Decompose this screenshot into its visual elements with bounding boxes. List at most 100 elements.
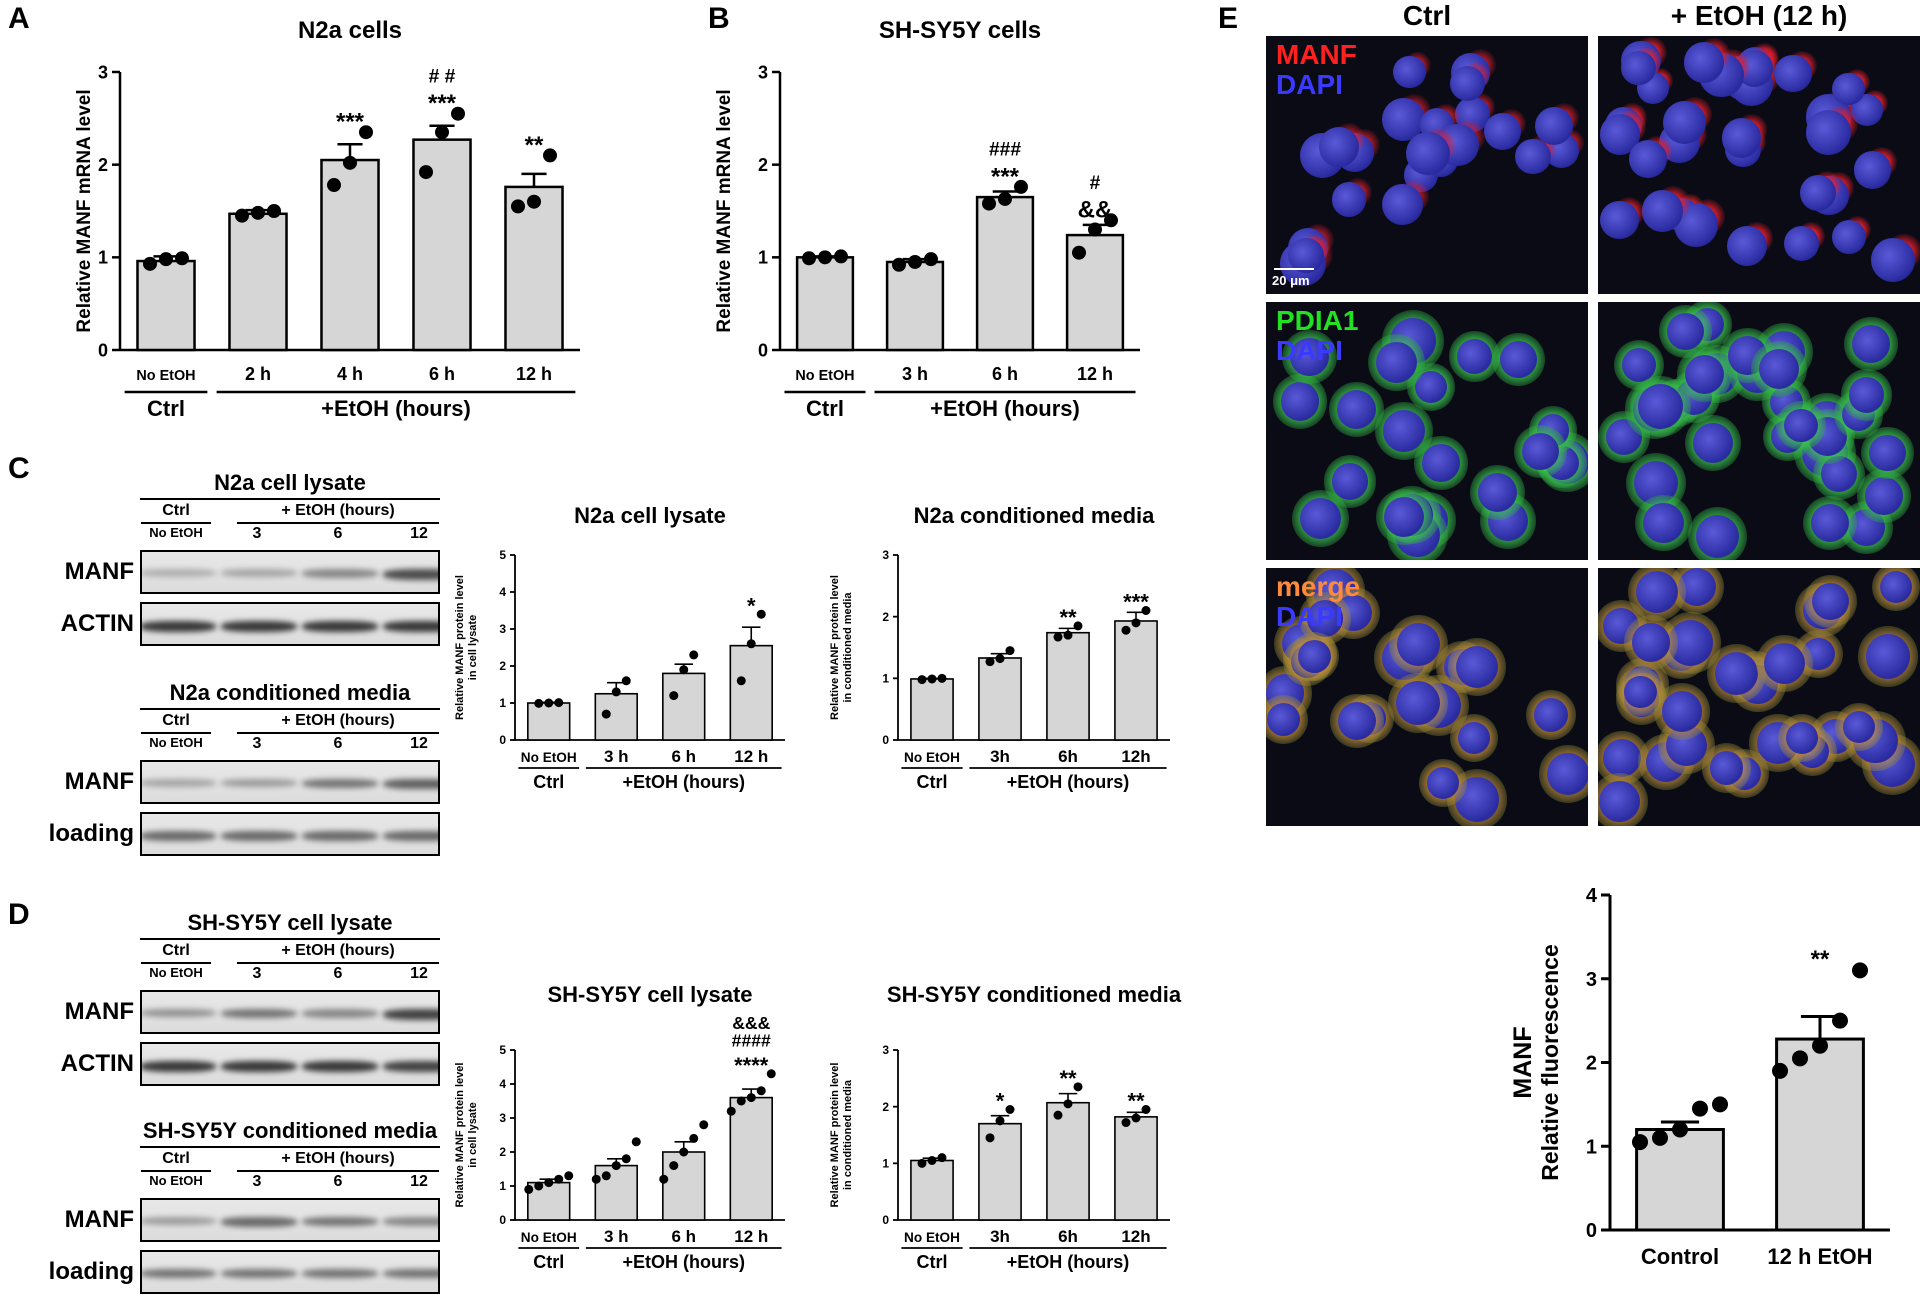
x-tick-label: 3h [990,747,1010,766]
blot-row-label: MANF [64,768,134,795]
data-point [924,252,938,267]
blot-band [383,1217,438,1226]
cell-nucleus [1662,100,1706,144]
data-point [927,674,937,684]
x-tick-label: No EtOH [521,1230,577,1245]
y-tick-label: 4 [1586,885,1598,907]
panel-label-e: E [1218,2,1239,35]
blot-band [302,569,378,578]
y-axis-label: Relative fluorescence [1537,944,1563,1181]
data-point [1053,1110,1063,1120]
x-tick-label: 4 h [337,364,363,384]
cell-nucleus [1299,497,1342,540]
scale-bar-label: 20 μm [1272,273,1310,288]
data-point [1131,618,1141,628]
stain-label: MANF [1276,39,1357,70]
bar [527,1181,571,1221]
cell-nucleus [1382,184,1424,226]
blot-band [221,1009,297,1019]
bar [885,260,945,352]
chart-d-media: SH-SY5Y conditioned media 0 1 2 3 Relative MA… [829,982,1182,1272]
data-point [736,1096,746,1106]
panel-label-c: C [8,452,30,485]
x-tick-label: 3 h [604,747,629,766]
cell-nucleus [1871,238,1916,283]
data-point [1014,179,1028,194]
blot-title: SH-SY5Y cell lysate [187,910,393,935]
blot-band [383,831,438,841]
cell-nucleus [1336,389,1376,429]
significance-label: *** [991,163,1020,190]
group-label: Ctrl [533,772,564,792]
blot-lane-label: 3 [252,1173,262,1190]
dapi-label: DAPI [1276,69,1343,100]
data-point [544,1178,554,1188]
y-axis-label-2: in conditioned media [842,592,854,703]
data-point [534,1181,544,1191]
chart-c-lysate: N2a cell lysate 0 1 2 3 4 5 Relative MANF prote… [454,503,785,792]
y-axis-label: Relative MANF protein level [829,575,841,720]
bar [729,1096,773,1221]
blot-image [140,990,440,1034]
blot-ctrl-label: Ctrl [162,942,190,959]
x-tick-label: 12h [1121,747,1150,766]
data-point [621,1154,631,1164]
cell-nucleus [1500,340,1537,378]
data-point [1772,1062,1788,1079]
blot-lane-label: 12 [410,525,428,542]
y-tick-label: 1 [98,248,108,268]
data-point [766,1069,776,1079]
cell-nucleus [1306,600,1344,637]
cell-nucleus [1811,582,1850,621]
y-tick-label: 2 [882,1100,889,1114]
significance-label: ** [1811,946,1830,973]
data-point [995,654,1005,664]
blot-band [302,831,378,841]
cell-nucleus [1422,444,1460,482]
chart-title: N2a conditioned media [914,503,1156,528]
bar [1046,1101,1090,1221]
data-point [1121,1118,1131,1128]
y-tick-label: 3 [98,62,108,82]
cell-nucleus [1267,703,1301,737]
cell-nucleus [1635,570,1679,614]
blot-title-line [140,498,440,500]
cell-nucleus [1869,434,1906,472]
cell-nucleus [1456,338,1492,374]
cell-nucleus [1393,55,1426,89]
blot-image [140,760,440,804]
y-tick-label: 0 [499,1213,506,1227]
y-tick-label: 5 [499,548,506,562]
y-tick-label: 1 [499,1179,506,1193]
dapi-label: DAPI [1276,335,1343,366]
data-point [756,609,766,619]
data-point [679,1147,689,1157]
cell-nucleus [1832,219,1867,254]
data-point [1672,1121,1688,1138]
blot-lane-label: 6 [333,735,343,752]
microscopy-image: MANF DAPI 20 μm [1266,36,1588,294]
data-point [679,665,689,675]
data-point [1131,1113,1141,1123]
blot-title: N2a cell lysate [214,470,366,495]
panel-label-a: A [8,2,30,35]
x-tick-label: 6 h [429,364,455,384]
microscopy-grid: Ctrl + EtOH (12 h) MANF DAPI 20 μm PDIA1 DAPI m… [1264,0,1920,840]
y-tick-label: 1 [758,248,768,268]
data-point [534,698,544,708]
x-tick-label: 12 h [516,364,552,384]
bar [1775,1037,1865,1232]
data-point [818,250,832,265]
chart-title: N2a cells [298,17,402,44]
x-tick-label: No EtOH [136,368,195,384]
western-blot-d-media: SH-SY5Y conditioned media Ctrl + EtOH (hou… [40,1118,460,1298]
blot-row-label: MANF [64,558,134,585]
x-tick-label: 6h [1058,1227,1078,1246]
y-tick-label: 0 [882,733,889,747]
blot-row-label: loading [48,1258,134,1285]
bar [136,259,196,352]
y-axis-label-2: in cell lysate [467,1102,479,1167]
y-axis-label-2: in conditioned media [842,1079,854,1190]
y-tick-label: 2 [758,155,768,175]
